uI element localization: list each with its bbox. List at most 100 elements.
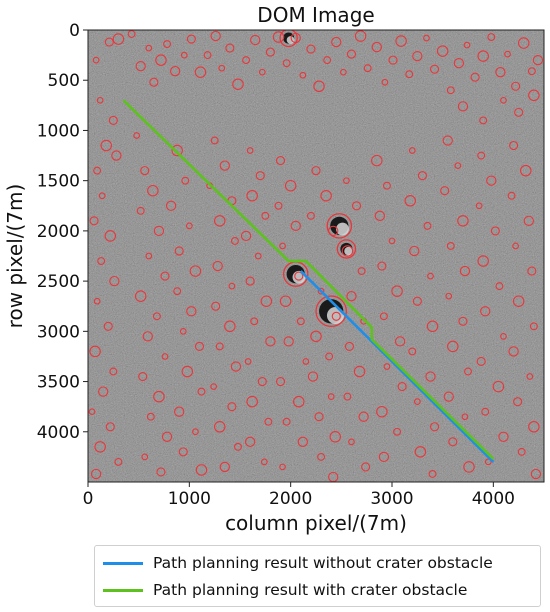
crater-marker [306,211,315,220]
crater-marker [382,181,391,190]
x-axis-ticks: 0 1000 2000 3000 4000 [83,482,515,509]
crater-marker [307,371,319,382]
x-axis-label: column pixel/(7m) [225,511,407,535]
crater-marker [227,402,237,412]
crater-marker [169,66,181,77]
crater-marker [492,380,505,393]
crater-marker [512,242,519,250]
crater-marker [408,347,417,356]
crater-marker [279,463,286,471]
large-crater-rim [336,222,349,236]
crater-marker [463,41,471,49]
crater-marker [92,56,100,64]
crater-marker [296,317,305,326]
crater-marker [163,40,171,49]
crater-marker [425,371,436,382]
crater-marker [458,316,468,326]
crater-marker [215,342,224,351]
crater-marker [194,66,207,78]
crater-marker [174,406,185,417]
crater-marker [404,195,416,207]
crater-marker [156,467,166,477]
crater-marker [528,89,540,102]
crater-marker [250,317,259,326]
plot-frame [87,29,545,483]
crater-marker [344,341,354,351]
crater-marker [210,136,219,145]
crater-marker [405,70,414,79]
crater-marker [329,431,342,443]
crater-marker [448,437,458,447]
crater-marker [242,56,251,65]
crater-marker [100,139,112,152]
crater-marker [161,431,173,442]
crater-marker [376,405,388,418]
crater-marker [412,296,422,306]
crater-marker [178,447,188,457]
crater-marker [250,34,261,46]
crater-marker [383,363,391,370]
crater-marker [331,36,342,48]
crater-marker [194,341,205,351]
crater-marker [283,336,294,347]
crater-marker [341,245,354,257]
crater-marker [155,54,167,66]
crater-marker [374,210,385,221]
crater-marker [228,282,236,290]
crater-marker [142,331,153,342]
crater-marker [470,72,480,82]
crater-marker [397,382,407,392]
crater-marker [428,470,437,478]
path-lines [122,99,495,463]
crater-marker [98,192,106,200]
crater-marker [279,242,286,250]
crater-marker [173,287,182,296]
crater-marker [210,30,221,42]
crater-marker [114,457,123,466]
crater-marker [408,147,416,154]
crater-marker [213,215,226,227]
crater-marker [446,242,455,250]
crater-marker [513,397,523,407]
crater-marker [477,50,489,62]
x-tick-label: 4000 [472,489,515,509]
crater-marker [240,230,252,242]
crater-marker [189,265,202,277]
crater-marker [325,352,334,361]
x-tick-label: 2000 [269,489,312,509]
crater-marker [258,68,266,76]
crater-marker [279,295,292,307]
crater-marker [486,175,497,186]
crater-marker [358,411,369,422]
crater-marker [487,33,496,41]
crater-marker [310,330,322,343]
crater-marker [500,333,507,340]
crater-marker [315,295,348,328]
crater-marker [103,321,113,331]
crater-marker [447,340,459,353]
crater-marker [219,160,230,171]
crater-marker [244,358,252,365]
crater-marker [146,412,155,421]
legend-item-without-crater: Path planning result without crater obst… [103,550,493,576]
crater-marker [185,222,193,230]
plot-area [88,30,544,482]
crater-marker [336,239,357,259]
crater-marker [147,184,159,197]
y-tick-label: 500 [48,71,80,91]
crater-marker [395,35,407,47]
crater-marker [477,255,489,267]
crater-marker [509,140,519,151]
y-tick-label: 0 [69,21,80,41]
crater-marker [297,436,308,447]
crater-marker [299,71,307,79]
crater-marker [89,345,101,358]
crater-marker [127,30,136,38]
crater-marker [508,346,519,357]
crater-marker [412,50,423,62]
crater-marker [523,215,534,226]
crater-marker [153,225,165,237]
crater-marker [145,252,153,260]
crater-marker [520,164,532,177]
path-without-crater-line [299,270,495,463]
